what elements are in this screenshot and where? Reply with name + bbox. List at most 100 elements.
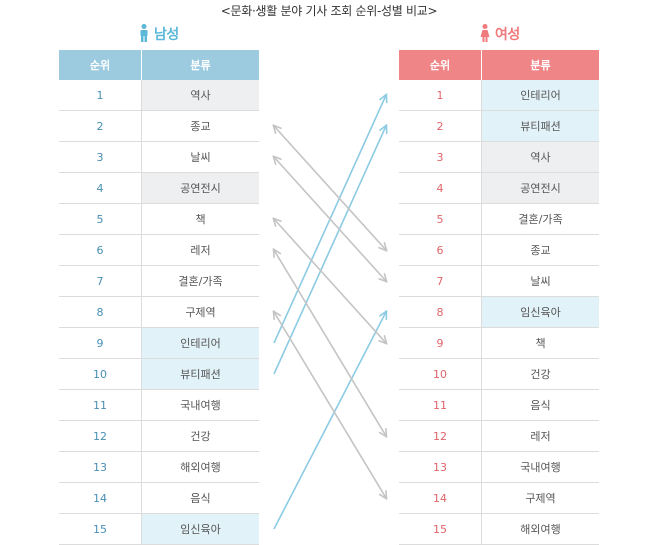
male-label: 남성 (138, 24, 179, 44)
male-rank-cell: 5 (59, 203, 142, 235)
female-table-row: 4 공연전시 (399, 172, 599, 204)
male-rank-cell: 7 (59, 265, 142, 297)
male-category-header: 분류 (141, 50, 259, 80)
female-table-row: 1 인테리어 (399, 80, 599, 111)
male-category-cell: 공연전시 (141, 172, 259, 204)
male-category-cell: 종교 (141, 110, 259, 142)
female-rank-header: 순위 (399, 50, 482, 80)
male-rank-cell: 9 (59, 327, 142, 359)
female-category-cell: 구제역 (481, 482, 599, 514)
male-table-row: 6 레저 (59, 234, 259, 266)
male-category-cell: 해외여행 (141, 451, 259, 483)
male-rank-cell: 10 (59, 358, 142, 390)
male-category-cell: 인테리어 (141, 327, 259, 359)
female-table-row: 3 역사 (399, 141, 599, 173)
male-rank-cell: 2 (59, 110, 142, 142)
female-person-icon (480, 24, 490, 42)
female-table-row: 6 종교 (399, 234, 599, 266)
male-rank-cell: 8 (59, 296, 142, 328)
female-category-header: 분류 (481, 50, 599, 80)
male-rank-cell: 6 (59, 234, 142, 266)
female-category-cell: 뷰티패션 (481, 110, 599, 142)
female-category-cell: 인테리어 (481, 80, 599, 111)
male-rank-cell: 13 (59, 451, 142, 483)
male-table-row: 12 건강 (59, 420, 259, 452)
male-table-row: 10 뷰티패션 (59, 358, 259, 390)
male-rank-cell: 12 (59, 420, 142, 452)
female-category-cell: 종교 (481, 234, 599, 266)
male-category-cell: 건강 (141, 420, 259, 452)
male-label-text: 남성 (154, 27, 179, 43)
female-rank-cell: 2 (399, 110, 482, 142)
female-table-row: 7 날씨 (399, 265, 599, 297)
rank-link-arrow-2-6 (274, 126, 386, 250)
female-table-row: 8 임신육아 (399, 296, 599, 328)
male-rank-cell: 4 (59, 172, 142, 204)
female-rank-cell: 4 (399, 172, 482, 204)
rank-link-arrow-10-2 (273, 126, 386, 375)
female-rank-cell: 12 (399, 420, 482, 452)
male-category-cell: 역사 (141, 80, 259, 111)
male-table-row: 8 구제역 (59, 296, 259, 328)
male-table-row: 4 공연전시 (59, 172, 259, 204)
male-category-cell: 날씨 (141, 141, 259, 173)
chart-title: <문화·생활 분야 기사 조회 순위-성별 비교> (220, 4, 438, 18)
female-rank-cell: 10 (399, 358, 482, 390)
male-rank-header: 순위 (59, 50, 142, 80)
female-rank-cell: 7 (399, 265, 482, 297)
female-table-row: 10 건강 (399, 358, 599, 390)
female-rank-cell: 9 (399, 327, 482, 359)
female-rank-cell: 13 (399, 451, 482, 483)
female-rank-cell: 8 (399, 296, 482, 328)
rank-link-arrow-5-9 (274, 219, 386, 343)
male-category-cell: 책 (141, 203, 259, 235)
male-person-icon (140, 24, 148, 42)
female-table-row: 14 구제역 (399, 482, 599, 514)
female-rank-cell: 11 (399, 389, 482, 421)
female-table-row: 13 국내여행 (399, 451, 599, 483)
male-category-cell: 국내여행 (141, 389, 259, 421)
male-table-row: 11 국내여행 (59, 389, 259, 421)
male-table-row: 15 임신육아 (59, 513, 259, 545)
female-table-row: 11 음식 (399, 389, 599, 421)
male-rank-cell: 15 (59, 513, 142, 545)
male-category-cell: 뷰티패션 (141, 358, 259, 390)
female-category-cell: 국내여행 (481, 451, 599, 483)
male-rank-cell: 1 (59, 80, 142, 111)
male-category-cell: 음식 (141, 482, 259, 514)
male-ranking-table: 순위 분류 1 역사 2 종교 3 날씨 4 공연전시 5 책 6 레저 7 결혼/가족 8 구제역 9 인테리어… (59, 50, 259, 545)
female-rank-cell: 6 (399, 234, 482, 266)
female-category-cell: 음식 (481, 389, 599, 421)
male-rank-cell: 11 (59, 389, 142, 421)
male-table-row: 14 음식 (59, 482, 259, 514)
male-table-row: 7 결혼/가족 (59, 265, 259, 297)
female-table-row: 5 결혼/가족 (399, 203, 599, 235)
female-label: 여성 (479, 24, 520, 44)
female-table-row: 2 뷰티패션 (399, 110, 599, 142)
female-rank-cell: 15 (399, 513, 482, 545)
female-category-cell: 해외여행 (481, 513, 599, 545)
female-table-row: 15 해외여행 (399, 513, 599, 545)
male-category-cell: 임신육아 (141, 513, 259, 545)
rank-link-arrow-3-7 (274, 157, 386, 281)
female-category-cell: 날씨 (481, 265, 599, 297)
male-table-row: 13 해외여행 (59, 451, 259, 483)
female-category-cell: 역사 (481, 141, 599, 173)
female-category-cell: 결혼/가족 (481, 203, 599, 235)
female-rank-cell: 3 (399, 141, 482, 173)
female-rank-cell: 14 (399, 482, 482, 514)
male-category-cell: 결혼/가족 (141, 265, 259, 297)
female-ranking-table: 순위 분류 1 인테리어 2 뷰티패션 3 역사 4 공연전시 5 결혼/가족 6 종교 7 날씨 8 임신육… (399, 50, 599, 545)
female-category-cell: 공연전시 (481, 172, 599, 204)
male-table-row: 2 종교 (59, 110, 259, 142)
male-table-row: 3 날씨 (59, 141, 259, 173)
female-rank-cell: 5 (399, 203, 482, 235)
female-label-text: 여성 (495, 27, 520, 43)
female-rank-cell: 1 (399, 80, 482, 111)
male-rank-cell: 3 (59, 141, 142, 173)
male-category-cell: 레저 (141, 234, 259, 266)
male-table-row: 1 역사 (59, 80, 259, 111)
